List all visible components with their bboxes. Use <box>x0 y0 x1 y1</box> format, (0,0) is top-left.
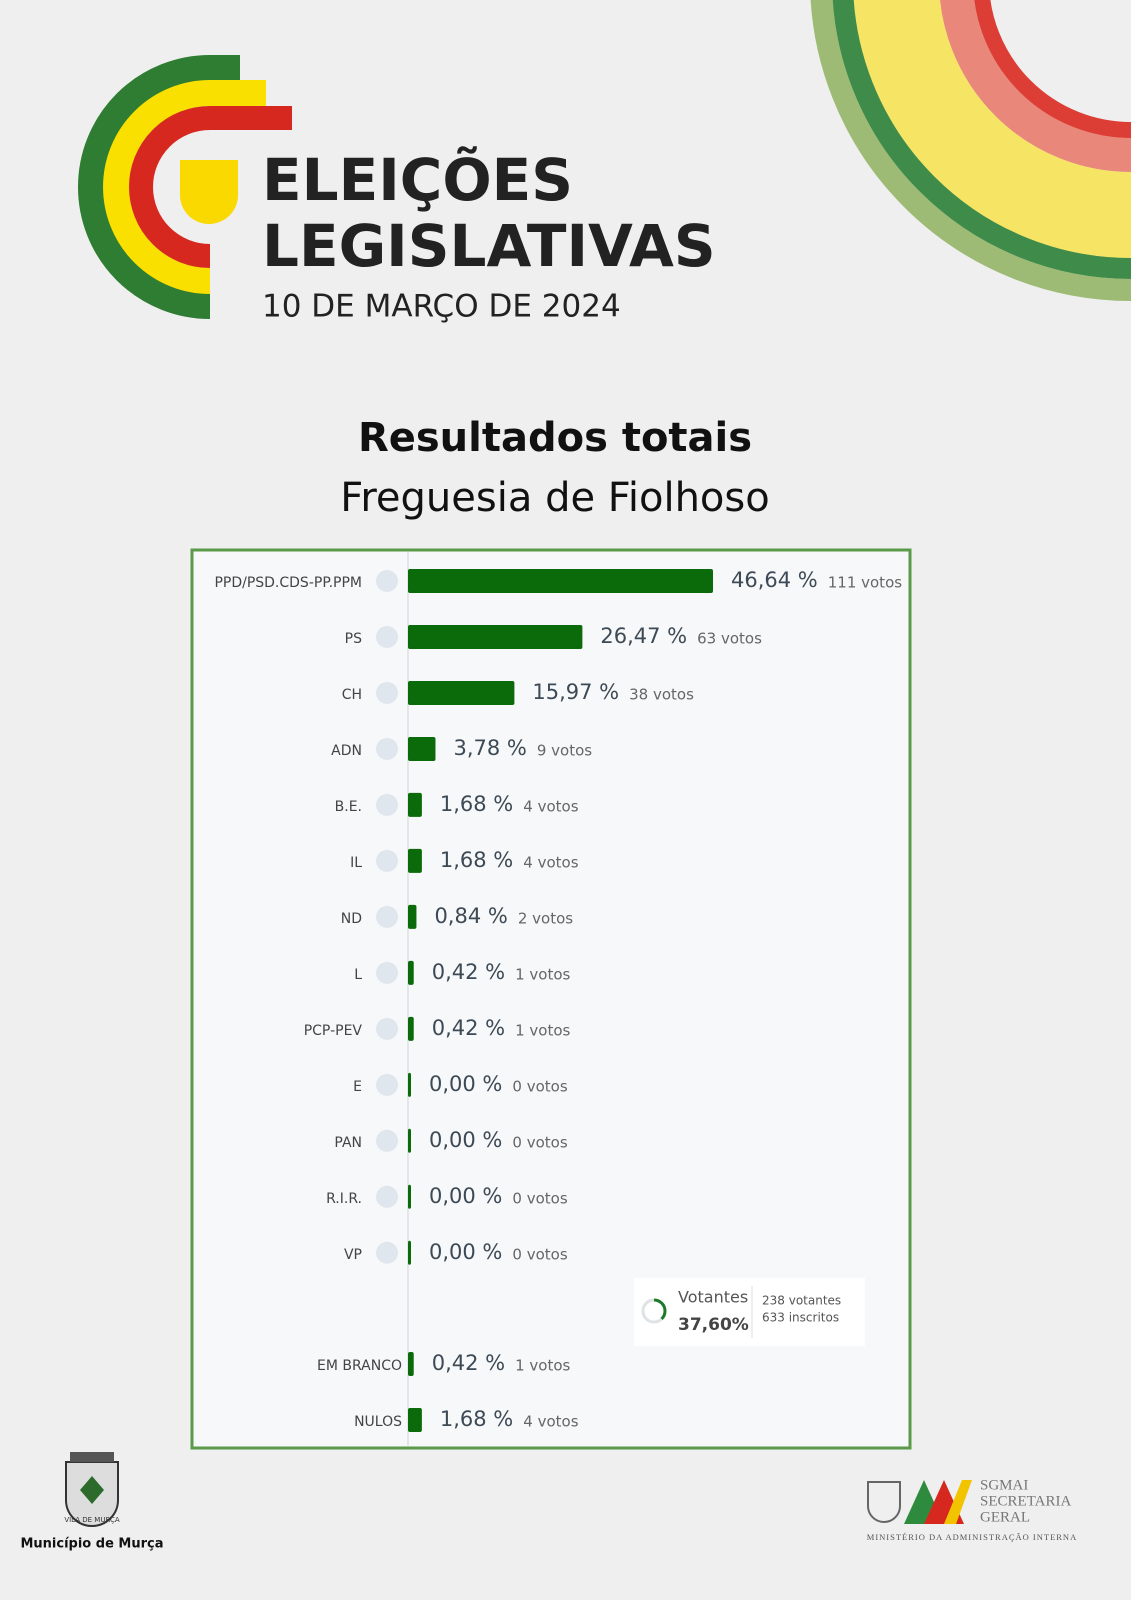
vote-label: 4 votos <box>523 853 578 871</box>
category-label: ADN <box>331 743 362 759</box>
vote-label: 0 votos <box>512 1189 567 1207</box>
party-logo <box>376 570 398 592</box>
vote-label: 63 votos <box>697 629 762 647</box>
party-logo <box>376 1017 398 1040</box>
vote-label: 4 votos <box>523 797 578 815</box>
value-label: 46,64 % <box>731 568 818 592</box>
vote-label: 4 votos <box>523 1412 578 1430</box>
vote-label: 0 votos <box>512 1133 567 1151</box>
bar <box>408 736 436 761</box>
category-label: PAN <box>334 1135 362 1151</box>
bar <box>408 1128 411 1153</box>
vote-label: 2 votos <box>518 909 573 927</box>
agency-line: GERAL <box>980 1509 1030 1525</box>
party-logo <box>376 849 398 872</box>
vote-label: 1 votos <box>515 1021 570 1039</box>
turnout-registered: 633 inscritos <box>762 1311 839 1325</box>
value-label: 15,97 % <box>532 680 619 704</box>
party-logo <box>376 1241 398 1264</box>
agency-line: SECRETARIA <box>980 1493 1071 1509</box>
value-label: 0,42 % <box>432 1351 505 1375</box>
value-label: 0,84 % <box>434 904 507 928</box>
party-logo <box>376 961 398 984</box>
bar <box>408 792 422 817</box>
bar <box>408 960 414 985</box>
vote-label: 1 votos <box>515 965 570 983</box>
chart-title: Resultados totais <box>358 415 752 461</box>
vote-label: 111 votos <box>828 574 903 592</box>
header-date: 10 DE MARÇO DE 2024 <box>262 289 621 325</box>
value-label: 3,78 % <box>453 736 526 760</box>
bar <box>408 1240 411 1265</box>
bar <box>408 1184 411 1209</box>
chart-subtitle: Freguesia de Fiolhoso <box>340 475 769 521</box>
party-logo <box>376 1073 398 1096</box>
category-label: EM BRANCO <box>317 1358 402 1374</box>
bar <box>408 1407 422 1432</box>
party-logo <box>376 681 398 704</box>
vote-label: 0 votos <box>512 1077 567 1095</box>
party-logo <box>376 625 398 648</box>
vote-label: 0 votos <box>512 1245 567 1263</box>
party-logo <box>376 737 398 760</box>
value-label: 1,68 % <box>440 792 513 816</box>
category-label: L <box>354 967 362 983</box>
sgmai-logo <box>867 1480 972 1524</box>
category-label: R.I.R. <box>326 1191 362 1207</box>
category-label: E <box>353 1079 362 1095</box>
vote-label: 38 votos <box>629 685 694 703</box>
bar <box>408 1352 414 1376</box>
bar <box>408 1016 414 1041</box>
turnout-voters: 238 votantes <box>762 1294 841 1308</box>
category-label: ND <box>341 911 362 927</box>
header-title: LEGISLATIVAS <box>262 212 716 280</box>
vote-label: 1 votos <box>515 1357 570 1375</box>
bar <box>408 904 417 929</box>
value-label: 1,68 % <box>440 1407 513 1431</box>
category-label: IL <box>350 855 362 871</box>
category-label: PCP-PEV <box>304 1023 363 1039</box>
value-label: 1,68 % <box>440 848 513 872</box>
category-label: PPD/PSD.CDS-PP.PPM <box>214 575 362 591</box>
municipality: Município de Murça <box>20 1537 163 1552</box>
bar <box>408 569 713 593</box>
bar <box>408 624 583 649</box>
municipal-seal <box>65 1452 119 1527</box>
party-logo <box>376 1129 398 1152</box>
ministry: MINISTÉRIO DA ADMINISTRAÇÃO INTERNA <box>867 1532 1077 1542</box>
value-label: 0,42 % <box>432 1016 505 1040</box>
party-logo <box>376 793 398 816</box>
category-label: CH <box>342 687 362 703</box>
bar <box>408 680 515 705</box>
logo-arcs <box>78 55 292 319</box>
turnout-label: Votantes <box>678 1288 748 1307</box>
chart: PPD/PSD.CDS-PP.PPM 46,64 % 111 votos PS 26,4… <box>214 568 902 1432</box>
turnout-value: 37,60% <box>678 1315 749 1335</box>
category-label: B.E. <box>335 799 362 815</box>
category-label: PS <box>345 631 362 647</box>
agency: SGMAI <box>980 1477 1028 1493</box>
turnout-ring <box>641 1298 667 1324</box>
value-label: 0,00 % <box>429 1128 502 1152</box>
turnout-box <box>634 1278 865 1346</box>
bar <box>408 848 422 873</box>
seal-text: VILA DE MURÇA <box>64 1516 120 1524</box>
party-logo <box>376 905 398 928</box>
bar <box>408 1072 411 1097</box>
value-label: 0,00 % <box>429 1072 502 1096</box>
value-label: 26,47 % <box>600 624 687 648</box>
category-label: VP <box>344 1247 362 1263</box>
value-label: 0,00 % <box>429 1240 502 1264</box>
party-logo <box>376 1185 398 1208</box>
category-label: NULOS <box>354 1414 402 1430</box>
value-label: 0,42 % <box>432 960 505 984</box>
header-title: ELEIÇÕES <box>262 145 573 214</box>
vote-label: 9 votos <box>537 741 592 759</box>
value-label: 0,00 % <box>429 1184 502 1208</box>
